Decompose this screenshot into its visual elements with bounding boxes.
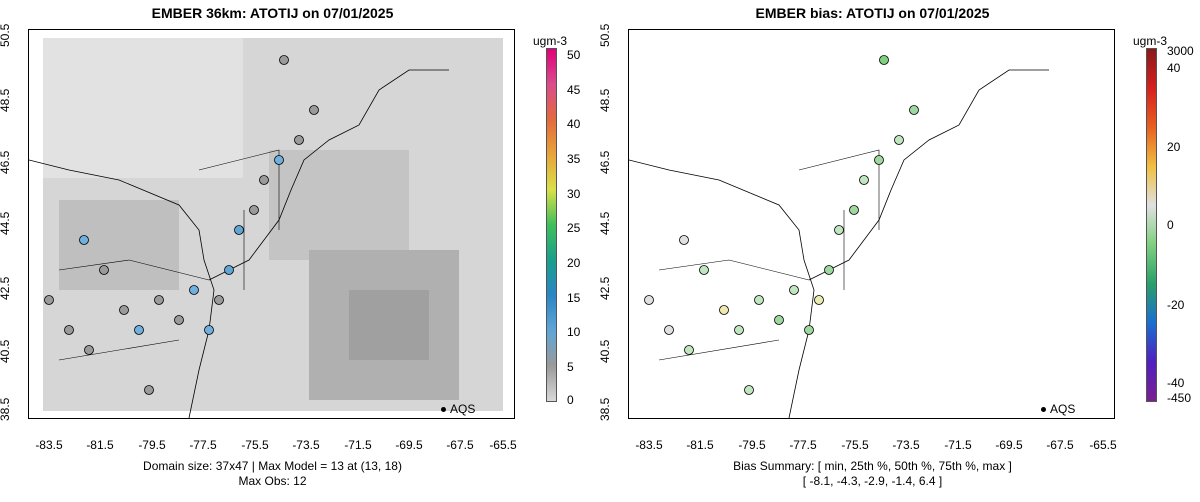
colorbar-label: 20 (1167, 140, 1181, 154)
x-tick-label: -77.5 (189, 438, 217, 452)
y-tick-label: 48.5 (598, 88, 612, 112)
bias-panel: EMBER bias: ATOTIJ on 07/01/2025 (598, 0, 1200, 502)
x-tick-label: -71.5 (344, 438, 372, 452)
aqs-dot-icon (1041, 407, 1046, 413)
x-tick-label: -83.5 (35, 438, 63, 452)
colorbar-label: 50 (567, 48, 581, 62)
colorbar-label: 45 (567, 83, 581, 97)
colorbar-label: 25 (567, 221, 581, 235)
aqs-dot-icon (441, 407, 446, 413)
colorbar-label: 40 (1167, 61, 1181, 75)
x-tick-label: -79.5 (138, 438, 166, 452)
y-tick-label: 46.5 (598, 150, 612, 174)
colorbar-label: 15 (567, 291, 581, 305)
bias-colorbar (1146, 48, 1157, 402)
colorbar-label: 30 (567, 187, 581, 201)
bias-map-svg (629, 30, 1114, 418)
x-tick-label: -65.5 (489, 438, 517, 452)
x-tick-label: -73.5 (892, 438, 920, 452)
y-tick-label: 40.5 (0, 339, 12, 363)
bias-footer-line1: Bias Summary: [ min, 25th %, 50th %, 75t… (733, 459, 1012, 473)
colorbar-label: 3000 (1167, 44, 1194, 58)
x-tick-label: -75.5 (841, 438, 869, 452)
colorbar-label: 10 (567, 325, 581, 339)
x-tick-label: -73.5 (292, 438, 320, 452)
colorbar-label: 35 (567, 152, 581, 166)
x-tick-label: -71.5 (944, 438, 972, 452)
x-tick-label: -81.5 (686, 438, 714, 452)
x-tick-label: -69.5 (995, 438, 1023, 452)
bias-legend-units: ugm-3 (1133, 34, 1168, 48)
model-footer-line1: Domain size: 37x47 | Max Model = 13 at (… (143, 459, 402, 473)
aqs-legend: AQS (1041, 402, 1075, 416)
x-tick-label: -67.5 (1046, 438, 1074, 452)
aqs-label: AQS (450, 402, 476, 416)
aqs-legend: AQS (441, 402, 475, 416)
bias-map-title: EMBER bias: ATOTIJ on 07/01/2025 (755, 5, 990, 21)
y-tick-label: 42.5 (0, 276, 12, 300)
model-panel: EMBER 36km: ATOTIJ on 07/01/2025 (0, 5, 581, 488)
model-map[interactable] (28, 29, 515, 419)
x-tick-label: -77.5 (789, 438, 817, 452)
colorbar-label: -20 (1167, 298, 1185, 312)
model-map-title: EMBER 36km: ATOTIJ on 07/01/2025 (151, 5, 394, 21)
colorbar-label: 5 (567, 360, 574, 374)
y-tick-label: 48.5 (0, 88, 12, 112)
colorbar-label: 20 (567, 256, 581, 270)
colorbar-label: 40 (567, 117, 581, 131)
bias-footer-line2: [ -8.1, -4.3, -2.9, -1.4, 6.4 ] (802, 474, 943, 488)
model-map-svg (29, 30, 514, 418)
model-footer-line2: Max Obs: 12 (238, 474, 307, 488)
colorbar-label: -450 (1167, 391, 1192, 405)
y-tick-label: 44.5 (598, 211, 612, 235)
y-tick-label: 38.5 (598, 397, 612, 421)
aqs-label: AQS (1050, 402, 1076, 416)
colorbar-label: 0 (1167, 218, 1174, 232)
x-tick-label: -69.5 (395, 438, 423, 452)
y-tick-label: 38.5 (0, 397, 12, 421)
x-tick-label: -65.5 (1089, 438, 1117, 452)
model-colorbar (546, 48, 557, 402)
y-tick-label: 40.5 (598, 339, 612, 363)
model-legend-units: ugm-3 (533, 34, 568, 48)
x-tick-label: -79.5 (738, 438, 766, 452)
x-tick-label: -75.5 (241, 438, 269, 452)
x-tick-label: -81.5 (86, 438, 114, 452)
x-tick-label: -83.5 (635, 438, 663, 452)
y-tick-label: 50.5 (598, 23, 612, 47)
y-tick-label: 46.5 (0, 150, 12, 174)
y-tick-label: 42.5 (598, 276, 612, 300)
bias-map[interactable] (628, 29, 1115, 419)
y-tick-label: 44.5 (0, 211, 12, 235)
x-tick-label: -67.5 (446, 438, 474, 452)
colorbar-label: -40 (1167, 376, 1185, 390)
colorbar-label: 0 (567, 393, 574, 407)
y-tick-label: 50.5 (0, 23, 12, 47)
